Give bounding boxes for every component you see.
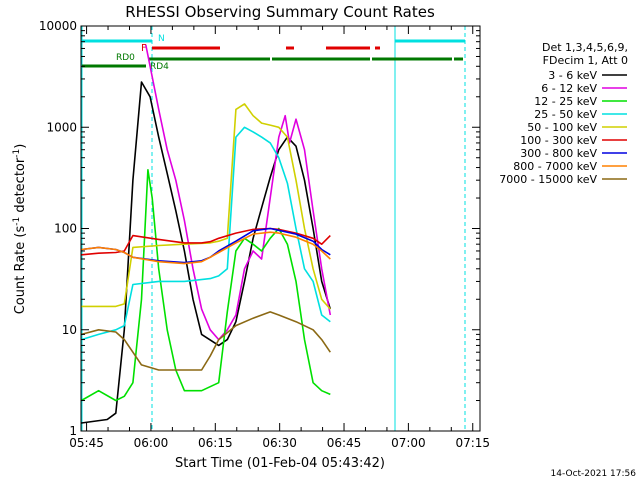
series-line-8 bbox=[81, 311, 331, 371]
x-axis-label: Start Time (01-Feb-04 05:43:42) bbox=[175, 456, 385, 471]
series-line-7 bbox=[81, 231, 331, 265]
series-line-1 bbox=[145, 44, 332, 341]
series-line-2 bbox=[81, 169, 331, 402]
timestamp: 14-Oct-2021 17:56 bbox=[551, 469, 637, 479]
flag-label-f: F bbox=[141, 43, 147, 54]
legend: Det 1,3,4,5,6,9, FDecim 1, Att 0 3 - 6 k… bbox=[499, 41, 628, 186]
series-layer bbox=[81, 44, 332, 424]
series-line-0 bbox=[81, 81, 332, 424]
y-tick-label-1: 10 bbox=[62, 323, 77, 337]
flag-label-rd0: RD0 bbox=[116, 53, 135, 63]
legend-label-5: 100 - 300 keV bbox=[520, 134, 597, 147]
y-axis-label: Count Rate (s-1 detector-1) bbox=[12, 144, 28, 315]
legend-header-line-2: FDecim 1, Att 0 bbox=[543, 54, 628, 67]
legend-label-1: 6 - 12 keV bbox=[541, 82, 597, 95]
x-tick-label-1: 06:00 bbox=[134, 436, 169, 450]
x-tick-label-3: 06:30 bbox=[262, 436, 297, 450]
x-tick-label-0: 05:45 bbox=[69, 436, 104, 450]
chart-title: RHESSI Observing Summary Count Rates bbox=[125, 3, 435, 21]
y-tick-label-3: 1000 bbox=[46, 120, 77, 134]
legend-label-4: 50 - 100 keV bbox=[527, 121, 597, 134]
y-tick-label-0: 1 bbox=[69, 424, 77, 438]
x-tick-label-2: 06:15 bbox=[198, 436, 233, 450]
legend-label-3: 25 - 50 keV bbox=[534, 108, 597, 121]
series-line-6 bbox=[81, 227, 331, 264]
legend-label-2: 12 - 25 keV bbox=[534, 95, 597, 108]
series-line-4 bbox=[81, 103, 331, 310]
x-tick-label-5: 07:00 bbox=[391, 436, 426, 450]
background-layer: N F RD0 RD4 bbox=[81, 26, 466, 431]
series-line-3 bbox=[81, 126, 331, 341]
legend-header-line-1: Det 1,3,4,5,6,9, bbox=[542, 41, 628, 54]
x-tick-label-4: 06:45 bbox=[327, 436, 362, 450]
flag-label-n: N bbox=[158, 34, 165, 44]
legend-label-0: 3 - 6 keV bbox=[548, 69, 597, 82]
x-tick-label-6: 07:15 bbox=[455, 436, 490, 450]
legend-label-6: 300 - 800 keV bbox=[520, 147, 597, 160]
flag-label-rd4: RD4 bbox=[150, 62, 169, 72]
legend-label-8: 7000 - 15000 keV bbox=[499, 173, 597, 186]
y-tick-label-2: 100 bbox=[54, 222, 77, 236]
y-tick-label-4: 10000 bbox=[39, 19, 77, 33]
legend-label-7: 800 - 7000 keV bbox=[513, 160, 597, 173]
tick-layer: 05:45 06:00 06:15 06:30 06:45 07:00 07:15 1 10 10… bbox=[39, 19, 490, 450]
